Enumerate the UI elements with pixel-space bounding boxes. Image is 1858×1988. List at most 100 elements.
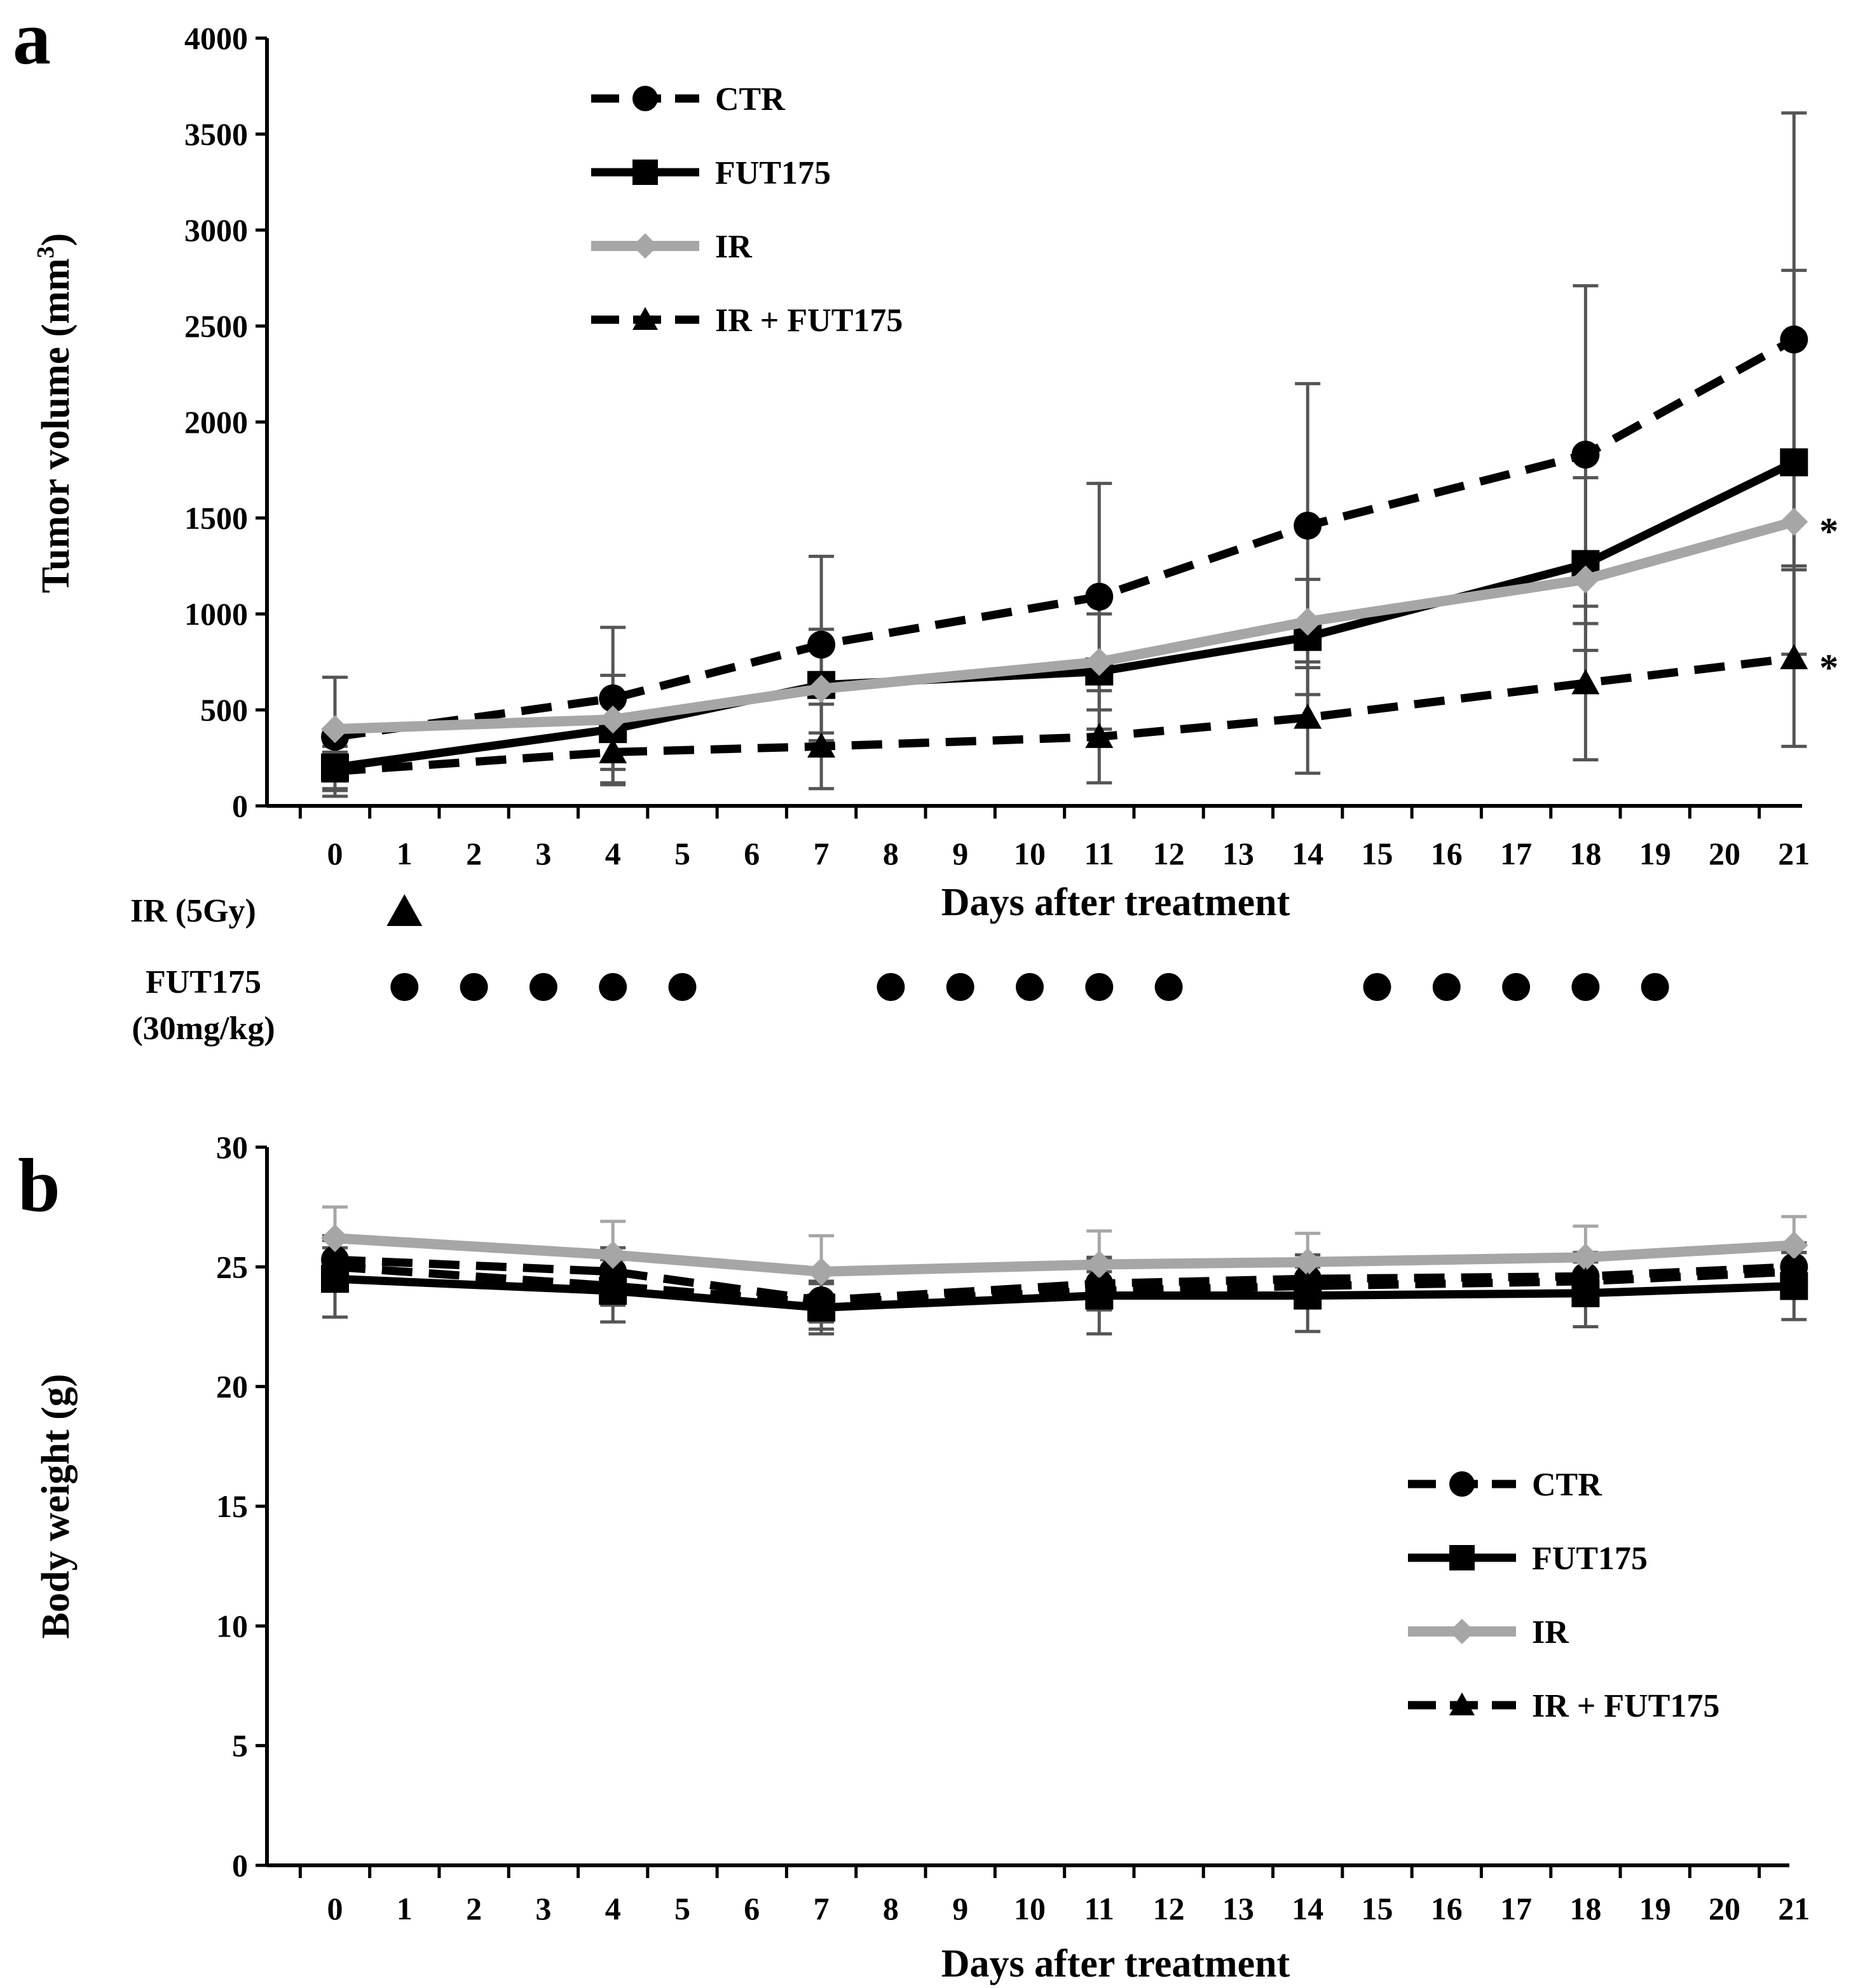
x-tick-label: 21 <box>1778 836 1810 871</box>
data-point <box>807 630 836 659</box>
x-tick-label: 8 <box>883 1891 899 1926</box>
fut175-dose-marker <box>1016 973 1044 1001</box>
fut175-dose-marker <box>1085 973 1114 1001</box>
data-point <box>1085 1277 1114 1302</box>
data-point <box>1571 565 1600 594</box>
data-point <box>1294 512 1322 540</box>
x-tick-label: 15 <box>1362 1891 1393 1926</box>
y-tick-label: 5 <box>232 1728 248 1764</box>
x-tick-label: 17 <box>1500 836 1532 871</box>
legend-item: FUT175 <box>1408 1541 1648 1577</box>
x-tick-label: 11 <box>1084 836 1114 871</box>
data-point <box>1780 644 1808 670</box>
legend-item: IR <box>1408 1614 1569 1651</box>
legend-label: IR + FUT175 <box>715 303 903 339</box>
y-tick-label: 3500 <box>184 116 248 152</box>
x-tick-label: 2 <box>466 836 482 871</box>
data-point <box>321 1253 349 1278</box>
x-tick-label: 7 <box>814 836 830 871</box>
legend-marker <box>1449 1619 1475 1644</box>
x-tick-label: 15 <box>1362 836 1393 871</box>
legend-marker <box>1449 1545 1475 1570</box>
ir-dose-marker <box>386 894 423 926</box>
legend-marker <box>632 160 658 185</box>
y-tick-label: 1000 <box>184 596 248 632</box>
x-tick-label: 13 <box>1222 836 1254 871</box>
x-tick-label: 16 <box>1431 836 1463 871</box>
x-tick-label: 14 <box>1292 836 1323 871</box>
y-tick-label: 30 <box>216 1129 248 1165</box>
data-point <box>599 1241 627 1269</box>
schedule-marks <box>386 894 1669 1001</box>
x-tick-label: 3 <box>535 1891 551 1926</box>
data-point <box>1780 1231 1808 1260</box>
legend-label: CTR <box>1532 1467 1602 1503</box>
x-tick-label: 20 <box>1709 1891 1740 1926</box>
fut175-dose-marker <box>1641 973 1669 1001</box>
data-point <box>599 705 627 734</box>
data-point <box>807 1288 836 1314</box>
data-point <box>1571 1243 1600 1272</box>
data-point <box>807 732 836 758</box>
fut175-dose-marker <box>599 973 627 1001</box>
data-point <box>1085 1250 1114 1279</box>
x-tick-label: 9 <box>952 836 968 871</box>
x-tick-label: 5 <box>674 1891 690 1926</box>
data-point <box>1294 704 1322 729</box>
ylabel-b: Body weight (g) <box>34 1374 78 1639</box>
significance-star: * <box>1819 510 1838 552</box>
fut175-dose-marker <box>390 973 419 1001</box>
data-point <box>1085 648 1114 676</box>
legend-label: IR <box>715 229 753 265</box>
panel-label-a: a <box>13 0 51 80</box>
legend-item: IR + FUT175 <box>591 303 903 339</box>
fut175-dose-marker <box>1154 973 1183 1001</box>
fut175-dose-marker <box>668 973 697 1001</box>
data-point <box>807 674 836 703</box>
x-tick-label: 13 <box>1222 1891 1254 1926</box>
x-tick-label: 0 <box>327 1891 343 1926</box>
x-tick-label: 1 <box>397 1891 413 1926</box>
x-tick-label: 19 <box>1639 1891 1671 1926</box>
data-point <box>321 715 349 744</box>
data-point <box>1294 1248 1322 1276</box>
y-tick-label: 1500 <box>184 500 248 536</box>
x-tick-label: 19 <box>1639 836 1671 871</box>
data-point <box>1571 440 1600 469</box>
fut175-dose-marker <box>1432 973 1461 1001</box>
fut175-dose-marker <box>460 973 488 1001</box>
y-tick-label: 2500 <box>184 308 248 344</box>
y-tick-label: 10 <box>216 1608 248 1644</box>
fut175-dose-marker <box>946 973 974 1001</box>
data-point <box>1780 508 1808 536</box>
x-tick-label: 2 <box>466 1891 482 1926</box>
data-point <box>1780 1257 1808 1283</box>
y-tick-label: 500 <box>200 692 248 728</box>
legend-item: IR <box>591 229 753 265</box>
x-tick-label: 10 <box>1014 836 1046 871</box>
legend-label: IR + FUT175 <box>1532 1688 1719 1724</box>
x-tick-label: 20 <box>1709 836 1740 871</box>
x-tick-label: 1 <box>397 836 413 871</box>
data-point <box>807 1257 836 1286</box>
x-tick-label: 6 <box>744 836 760 871</box>
panel-label-b: b <box>18 1143 60 1227</box>
y-tick-label: 15 <box>216 1488 248 1524</box>
y-tick-label: 0 <box>232 788 248 824</box>
data-point <box>321 757 349 783</box>
x-tick-label: 21 <box>1778 1891 1810 1926</box>
fut175-dose-marker <box>1571 973 1600 1001</box>
data-point <box>1780 325 1808 354</box>
x-tick-label: 7 <box>814 1891 830 1926</box>
x-tick-label: 12 <box>1153 836 1185 871</box>
y-tick-label: 2000 <box>184 404 248 440</box>
x-tick-label: 14 <box>1292 1891 1323 1926</box>
x-tick-label: 10 <box>1014 1891 1046 1926</box>
x-tick-label: 11 <box>1084 1891 1114 1926</box>
x-tick-label: 4 <box>605 1891 621 1926</box>
x-tick-label: 3 <box>535 836 551 871</box>
x-tick-label: 12 <box>1153 1891 1185 1926</box>
